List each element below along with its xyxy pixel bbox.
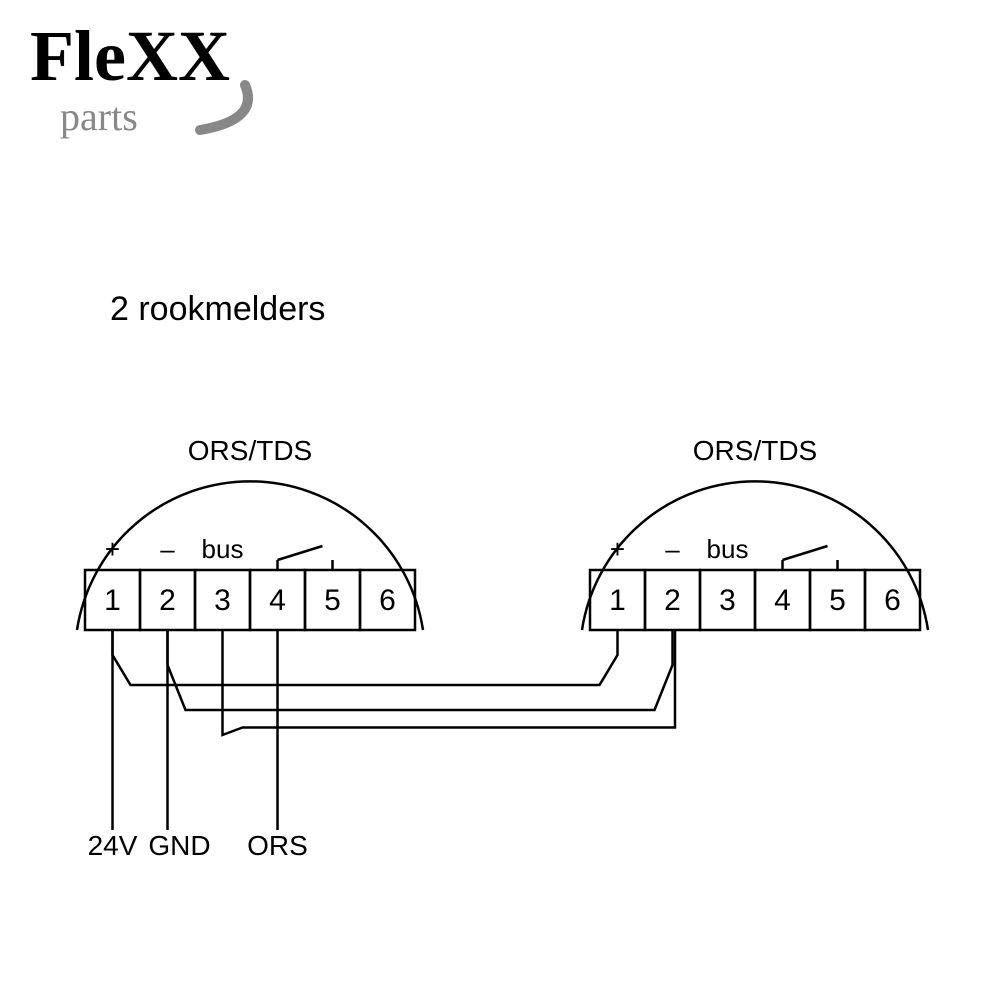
terminal-number: 2 bbox=[664, 584, 681, 617]
terminal-number: 3 bbox=[214, 584, 231, 617]
switch-arm-icon bbox=[278, 546, 323, 560]
terminal-number: 5 bbox=[829, 584, 846, 617]
wire bbox=[168, 630, 673, 710]
terminal-number: 3 bbox=[719, 584, 736, 617]
terminal-number: 4 bbox=[269, 584, 286, 617]
wire bbox=[113, 630, 618, 685]
terminal-number: 4 bbox=[774, 584, 791, 617]
terminal-number: 5 bbox=[324, 584, 341, 617]
wire bbox=[223, 630, 676, 735]
terminal-number: 6 bbox=[884, 584, 901, 617]
terminal-top-label: – bbox=[160, 534, 175, 564]
terminal-top-label: bus bbox=[202, 534, 244, 564]
terminal-top-label: – bbox=[665, 534, 680, 564]
logo-main: FleXX bbox=[30, 16, 230, 96]
label-ors: ORS bbox=[247, 830, 308, 861]
terminal-top-label: bus bbox=[707, 534, 749, 564]
logo-sub: parts bbox=[60, 94, 138, 139]
detector-label: ORS/TDS bbox=[693, 435, 817, 466]
terminal-number: 1 bbox=[609, 584, 626, 617]
switch-arm-icon bbox=[783, 546, 828, 560]
detector-label: ORS/TDS bbox=[188, 435, 312, 466]
terminal-number: 2 bbox=[159, 584, 176, 617]
terminal-number: 6 bbox=[379, 584, 396, 617]
label-gnd: GND bbox=[148, 830, 210, 861]
diagram-title: 2 rookmelders bbox=[110, 290, 325, 328]
terminal-number: 1 bbox=[104, 584, 121, 617]
label-24v: 24V bbox=[88, 830, 138, 861]
